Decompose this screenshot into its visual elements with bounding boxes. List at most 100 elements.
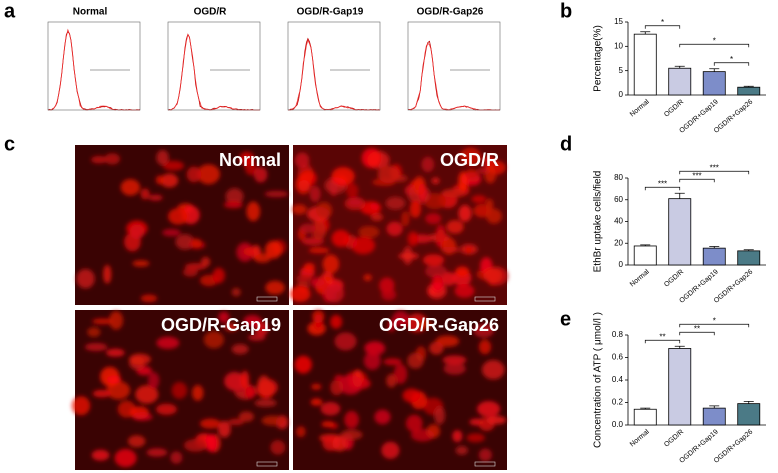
significance-bracket	[644, 186, 681, 191]
cell	[407, 231, 419, 247]
significance-label: **	[694, 324, 700, 333]
cell	[487, 415, 507, 425]
y-tick-label: 0	[619, 260, 624, 269]
y-axis-label: Percentage(%)	[593, 25, 604, 92]
cell	[291, 204, 307, 215]
significance-bracket	[679, 331, 715, 336]
cell	[381, 441, 400, 459]
cell	[197, 164, 220, 185]
cell	[239, 151, 255, 166]
cell	[435, 224, 446, 243]
cell	[303, 262, 315, 272]
cell	[434, 406, 446, 425]
cell	[374, 409, 391, 425]
cell	[446, 220, 464, 234]
cell	[377, 165, 401, 184]
cell	[294, 355, 312, 374]
bar	[668, 198, 692, 266]
error-bar	[674, 65, 685, 69]
cell	[363, 274, 372, 281]
cell	[401, 211, 410, 227]
cell	[426, 424, 441, 439]
cell	[256, 378, 278, 396]
cell	[398, 252, 419, 260]
cell	[182, 267, 198, 277]
significance-bracket	[644, 339, 681, 344]
cell	[360, 201, 382, 215]
panel-label: c	[4, 133, 15, 155]
y-tick-label: 0.0	[612, 420, 624, 429]
cell	[246, 201, 261, 222]
cell	[431, 275, 444, 292]
histogram-curve	[407, 42, 501, 111]
histogram-frame	[167, 21, 261, 111]
cell	[162, 228, 181, 237]
bar	[702, 71, 726, 96]
histogram-title: Normal	[73, 7, 108, 18]
cell	[109, 310, 124, 330]
histogram-title: OGD/R	[194, 7, 228, 18]
cell	[440, 246, 461, 253]
cell	[129, 224, 145, 240]
cell	[90, 155, 108, 164]
cell	[243, 247, 261, 257]
significance-bracket	[679, 170, 750, 175]
cell	[478, 339, 492, 355]
bar	[737, 86, 761, 96]
cell	[321, 420, 335, 428]
significance-label: ***	[658, 179, 667, 188]
cell	[486, 208, 502, 224]
bar	[633, 245, 657, 266]
cell	[261, 415, 285, 426]
image: OGD/R	[289, 145, 508, 305]
cell	[310, 398, 323, 406]
x-tick-label: Normal	[629, 98, 651, 118]
cell	[162, 160, 185, 171]
histogram-curve	[287, 39, 381, 111]
significance-label: ***	[710, 163, 719, 172]
cell	[407, 352, 424, 369]
cell	[175, 234, 195, 250]
cell	[155, 403, 177, 415]
y-tick-label: 5	[619, 66, 624, 75]
cell	[481, 359, 505, 380]
cell	[132, 260, 150, 267]
cell	[264, 190, 289, 198]
cell	[393, 363, 408, 384]
fluorescence-images: Normal OGD/R OGD/R-Gap19 OGD/R-Gap26	[71, 145, 508, 470]
image-title: Normal	[219, 150, 281, 170]
cell	[218, 311, 230, 323]
x-tick-label: Normal	[629, 428, 651, 448]
histogram-title: OGD/R-Gap19	[297, 7, 364, 18]
y-tick-label: 0.8	[612, 330, 624, 339]
panel-label: e	[560, 308, 571, 330]
cell	[311, 220, 327, 240]
y-axis-label: EthBr uptake cells/field	[593, 171, 604, 273]
cell	[334, 332, 357, 351]
cell	[289, 286, 311, 302]
cell	[421, 156, 435, 173]
cell	[425, 264, 447, 279]
cell	[482, 155, 495, 164]
cell	[295, 274, 312, 282]
cell	[452, 430, 463, 443]
bar	[668, 67, 692, 96]
cell	[364, 341, 386, 356]
panel-label: d	[560, 133, 572, 155]
cell	[425, 213, 442, 225]
cell	[295, 426, 306, 438]
image-title: OGD/R-Gap26	[379, 315, 499, 335]
cell	[204, 434, 218, 452]
cell	[254, 253, 271, 263]
cell	[455, 266, 470, 277]
cell	[476, 400, 501, 417]
cell	[473, 323, 494, 338]
histogram-frame	[287, 21, 381, 111]
cell	[458, 171, 469, 191]
significance-bracket	[644, 25, 681, 29]
cell	[238, 411, 254, 422]
image: OGD/R-Gap26	[293, 309, 507, 470]
cell	[429, 341, 444, 355]
significance-label: ***	[692, 171, 701, 180]
y-tick-label: 10	[614, 41, 623, 50]
